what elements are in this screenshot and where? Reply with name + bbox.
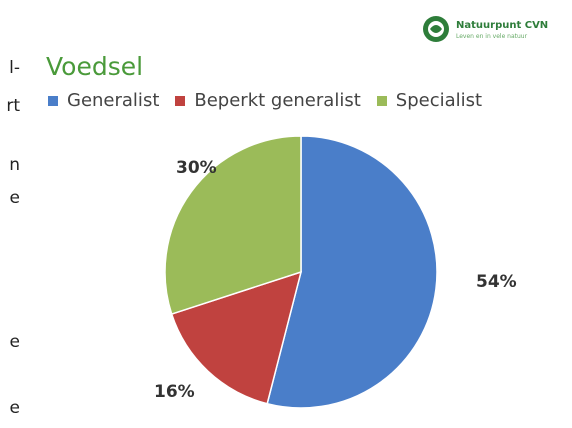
cropped-text-fragment: l- — [9, 58, 20, 78]
logo-title: Natuurpunt CVN — [456, 20, 549, 31]
legend-label: Specialist — [395, 90, 483, 111]
cropped-text-fragment: rt — [6, 96, 20, 116]
legend-item-specialist: Specialist — [376, 90, 483, 111]
pie-slice-label: 16% — [154, 382, 195, 402]
pie-slice-label: 54% — [476, 272, 517, 292]
natuurpunt-logo: Natuurpunt CVN Leven en in vele natuur — [422, 12, 572, 48]
legend-item-generalist: Generalist — [48, 90, 159, 111]
pie-chart: 54% 16% 30% — [154, 135, 517, 409]
cropped-text-fragment: e — [9, 332, 20, 352]
pie-slice-generalist — [266, 135, 438, 409]
legend-label: Beperkt generalist — [194, 90, 361, 111]
cropped-text-fragment: e — [9, 398, 20, 418]
pie-slice-label: 30% — [176, 158, 217, 178]
pie-slice-specialist — [164, 135, 302, 315]
chart-slide: Natuurpunt CVN Leven en in vele natuur V… — [24, 0, 572, 428]
chart-legend: Generalist Beperkt generalist Specialist — [48, 90, 482, 111]
legend-swatch — [48, 95, 58, 106]
pie-slice-beperkt-generalist — [170, 270, 303, 405]
chart-title: Voedsel — [46, 52, 144, 81]
cropped-text-fragment: n — [9, 155, 20, 175]
legend-label: Generalist — [67, 90, 160, 111]
cropped-text-fragment: e — [9, 188, 20, 208]
legend-swatch — [376, 95, 387, 106]
legend-swatch — [175, 95, 186, 106]
legend-item-beperkt-generalist: Beperkt generalist — [175, 90, 361, 111]
logo-subtitle: Leven en in vele natuur — [456, 33, 528, 40]
natuurpunt-logo-icon — [423, 16, 449, 42]
